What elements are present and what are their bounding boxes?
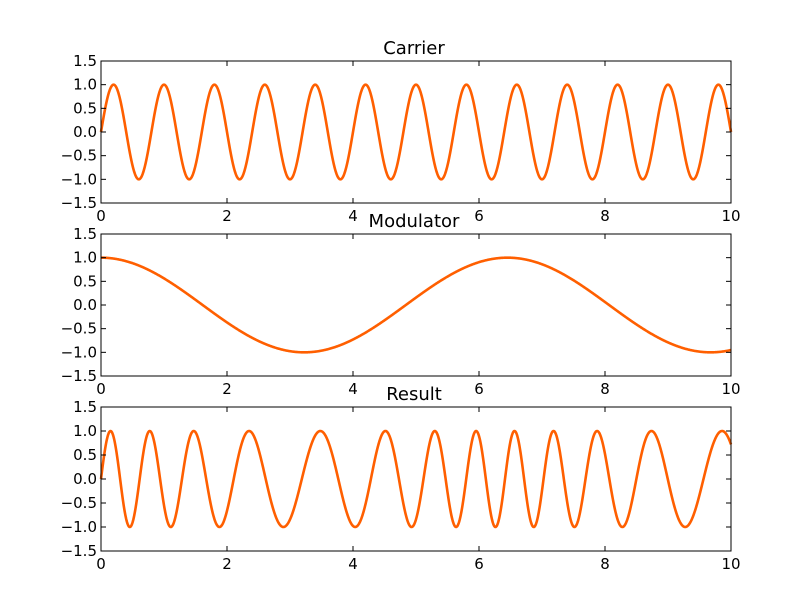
carrier-y-tick-label: −1.5: [61, 194, 97, 212]
result-y-tick-label: 0.5: [73, 446, 97, 464]
modulator-x-tick-label: 0: [96, 380, 106, 398]
carrier-y-tick-label: 1.5: [73, 52, 97, 70]
modulator-y-tick-label: 0.0: [73, 296, 97, 314]
modulator-x-tick-label: 2: [222, 380, 232, 398]
carrier-y-tick-label: 1.0: [73, 76, 97, 94]
modulator-x-tick-label: 4: [348, 380, 358, 398]
modulator-x-tick-label: 6: [474, 380, 484, 398]
result-y-tick-label: −1.0: [61, 518, 97, 536]
carrier-x-tick-label: 6: [474, 207, 484, 225]
carrier-series-line: [99, 83, 733, 181]
modulator-y-tick-label: 1.5: [73, 225, 97, 243]
carrier-y-tick-label: 0.0: [73, 123, 97, 141]
result-x-tick-label: 4: [348, 555, 358, 573]
result-x-tick-label: 8: [600, 555, 610, 573]
carrier-x-tick-label: 10: [721, 207, 740, 225]
result-y-tick-label: 0.0: [73, 470, 97, 488]
modulator-title: Modulator: [369, 211, 460, 232]
carrier-title: Carrier: [383, 38, 445, 59]
carrier-y-tick-label: −0.5: [61, 147, 97, 165]
modulator-y-tick-label: 1.0: [73, 249, 97, 267]
result-y-tick-label: 1.5: [73, 398, 97, 416]
modulator-y-tick-label: −1.5: [61, 367, 97, 385]
carrier-x-tick-label: 2: [222, 207, 232, 225]
result-series-line: [99, 429, 733, 529]
modulator-y-tick-label: −0.5: [61, 320, 97, 338]
modulator-series-line: [100, 256, 732, 354]
result-title: Result: [386, 384, 442, 405]
carrier-y-tick-label: −1.0: [61, 170, 97, 188]
carrier-x-tick-label: 0: [96, 207, 106, 225]
modulator-panel: 0 2 4 6 8 10 −1.5 −1.0 −0.5 0.0 0.5 1.0 1.5 Modulator: [61, 211, 741, 398]
result-y-tick-label: −0.5: [61, 494, 97, 512]
carrier-x-tick-label: 4: [348, 207, 358, 225]
modulator-x-tick-label: 10: [721, 380, 740, 398]
carrier-panel: 0 2 4 6 8 10 −1.5 −1.0 −0.5 0.0 0.5 1.0 1.5 Carrier: [61, 38, 741, 225]
carrier-y-tick-label: 0.5: [73, 99, 97, 117]
carrier-x-tick-label: 8: [600, 207, 610, 225]
result-x-tick-label: 0: [96, 555, 106, 573]
result-x-tick-label: 2: [222, 555, 232, 573]
modulator-y-tick-label: −1.0: [61, 343, 97, 361]
modulator-y-tick-label: 0.5: [73, 272, 97, 290]
result-y-tick-label: 1.0: [73, 422, 97, 440]
result-y-tick-label: −1.5: [61, 542, 97, 560]
result-x-tick-label: 10: [721, 555, 740, 573]
result-x-tick-label: 6: [474, 555, 484, 573]
result-panel: 0 2 4 6 8 10 −1.5 −1.0 −0.5 0.0 0.5 1.0 1.5 Result: [61, 384, 741, 573]
modulator-x-tick-label: 8: [600, 380, 610, 398]
